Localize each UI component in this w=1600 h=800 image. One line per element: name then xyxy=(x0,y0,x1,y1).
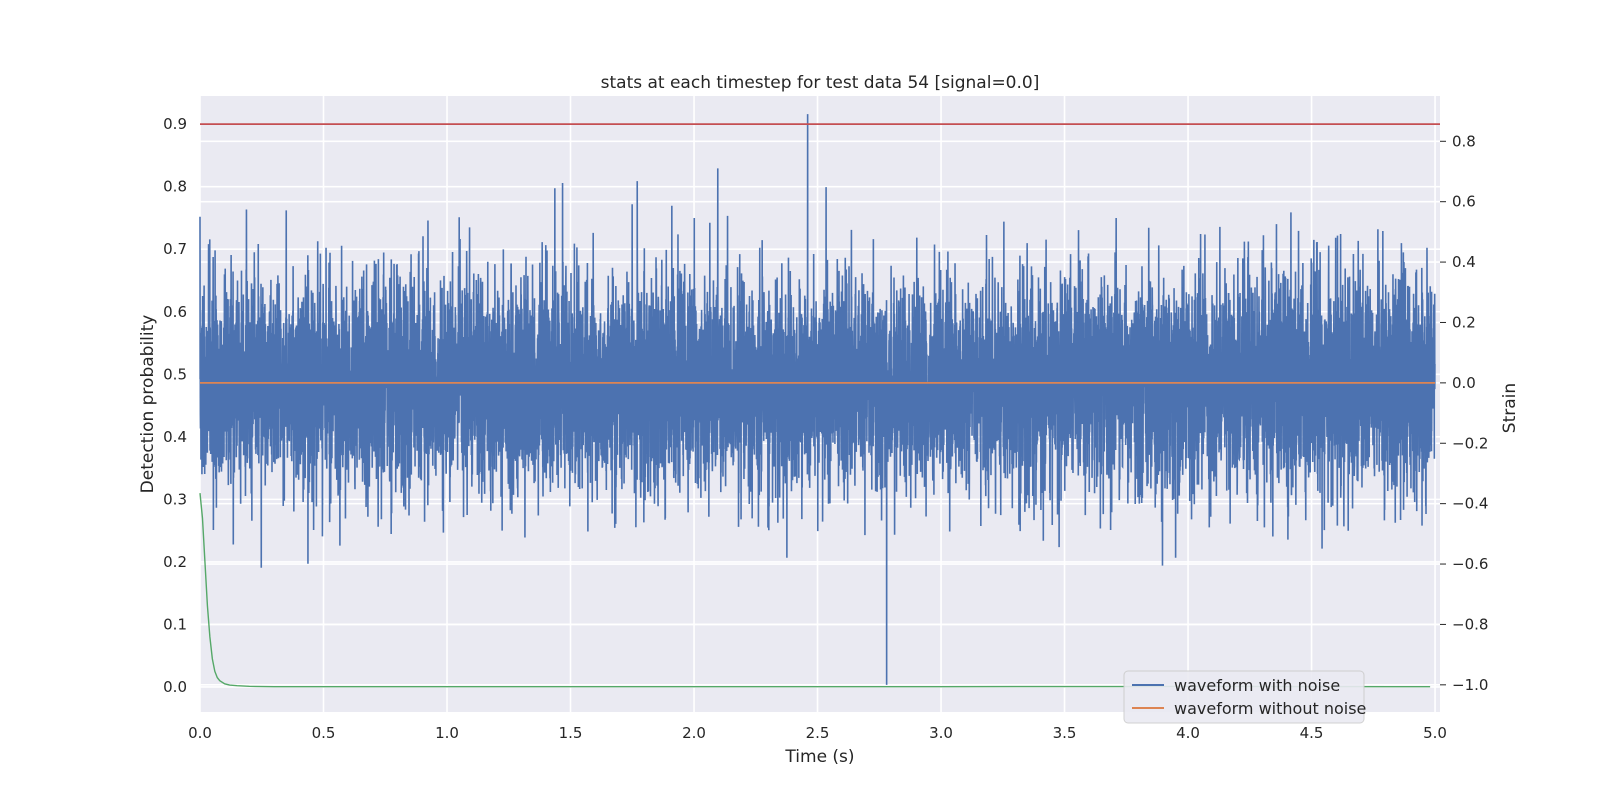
y-left-tick-label: 0.6 xyxy=(163,303,187,321)
y-left-tick-label: 0.2 xyxy=(163,553,187,571)
y-left-tick-label: 0.0 xyxy=(163,678,187,696)
y-right-tick-label: −1.0 xyxy=(1452,676,1488,694)
legend-label-with-noise: waveform with noise xyxy=(1174,676,1340,695)
x-tick-label: 2.5 xyxy=(806,724,830,742)
y-right-tick-label: 0.4 xyxy=(1452,253,1476,271)
series-layer xyxy=(199,114,1440,688)
x-tick-label: 1.0 xyxy=(435,724,459,742)
x-tick-label: 0.0 xyxy=(188,724,212,742)
x-tick-label: 1.5 xyxy=(559,724,583,742)
y-right-tick-label: 0.0 xyxy=(1452,374,1476,392)
y-axis-left: 0.0 0.1 0.2 0.3 0.4 0.5 0.6 0.7 0.8 0.9 xyxy=(163,115,187,696)
x-tick-label: 4.5 xyxy=(1300,724,1324,742)
x-tick-label: 3.5 xyxy=(1053,724,1077,742)
y-right-tick-label: −0.6 xyxy=(1452,555,1488,573)
y-right-tick-label: 0.2 xyxy=(1452,313,1476,331)
y-left-tick-label: 0.5 xyxy=(163,365,187,383)
series-detection-probability xyxy=(199,493,1431,688)
x-tick-label: 5.0 xyxy=(1423,724,1447,742)
y-left-tick-label: 0.9 xyxy=(163,115,187,133)
y-left-tick-label: 0.1 xyxy=(163,615,187,633)
x-tick-label: 2.0 xyxy=(682,724,706,742)
legend-label-without-noise: waveform without noise xyxy=(1174,699,1366,718)
legend: waveform with noise waveform without noi… xyxy=(1123,670,1366,724)
y-left-tick-label: 0.7 xyxy=(163,240,187,258)
y-left-tick-label: 0.4 xyxy=(163,428,187,446)
chart-title: stats at each timestep for test data 54 … xyxy=(601,73,1040,93)
y-right-tick-label: −0.2 xyxy=(1452,434,1488,452)
y-right-tick-label: 0.6 xyxy=(1452,193,1476,211)
y-axis-label-right: Strain xyxy=(1500,383,1520,433)
y-right-tick-label: 0.8 xyxy=(1452,132,1476,150)
x-tick-label: 4.0 xyxy=(1176,724,1200,742)
series-waveform-with-noise xyxy=(199,114,1436,685)
x-tick-label: 0.5 xyxy=(312,724,336,742)
x-tick-label: 3.0 xyxy=(929,724,953,742)
y-left-tick-label: 0.3 xyxy=(163,490,187,508)
y-axis-label-left: Detection probability xyxy=(138,315,158,494)
y-axis-right: −1.0 −0.8 −0.6 −0.4 −0.2 0.0 0.2 0.4 0.6 0.8 xyxy=(1440,132,1488,694)
y-right-tick-label: −0.8 xyxy=(1452,615,1488,633)
y-right-tick-label: −0.4 xyxy=(1452,495,1488,513)
x-axis: 0.0 0.5 1.0 1.5 2.0 2.5 3.0 3.5 4.0 4.5 5.0 xyxy=(188,724,1447,742)
legend-box xyxy=(1123,670,1365,724)
y-left-tick-label: 0.8 xyxy=(163,178,187,196)
x-axis-label: Time (s) xyxy=(784,747,854,767)
